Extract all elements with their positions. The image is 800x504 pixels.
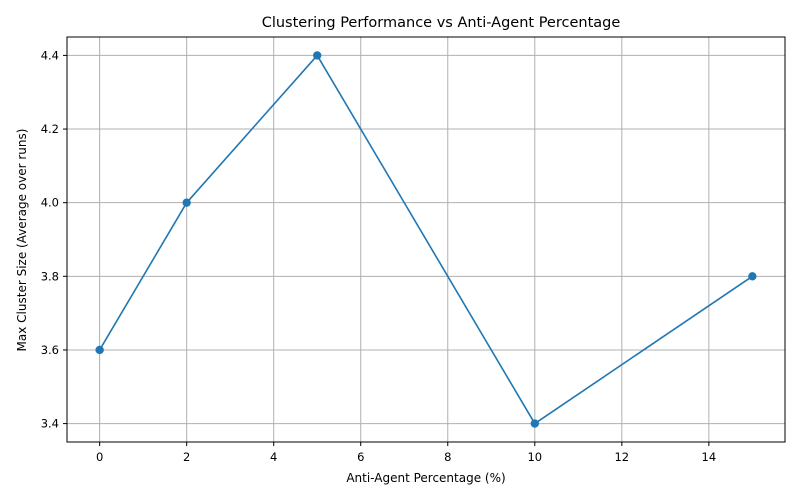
y-tick-label: 3.6 [41,343,59,357]
x-axis-label: Anti-Agent Percentage (%) [346,471,505,485]
x-tick-label: 0 [96,450,103,464]
data-point-marker [313,51,322,60]
chart-title: Clustering Performance vs Anti-Agent Per… [262,15,621,31]
series-line [98,54,753,425]
x-tick-label: 10 [527,450,542,464]
plot-area-frame [66,36,786,443]
data-point-marker [95,345,104,355]
axis-ticks: 0 2 4 6 8 10 12 14 3.4 3.6 3.8 4.0 4.2 4.4 [41,48,716,464]
data-point-marker [748,272,757,281]
y-tick-label: 4.2 [41,122,59,136]
data-point-marker [530,419,539,428]
x-tick-label: 2 [183,450,190,464]
y-tick-label: 4.4 [41,48,59,62]
y-tick-label: 3.4 [41,417,59,431]
y-axis-label: Max Cluster Size (Average over runs) [15,129,29,352]
y-tick-label: 3.8 [41,269,59,283]
x-tick-label: 8 [444,450,451,464]
x-tick-label: 12 [614,450,629,464]
x-tick-label: 4 [270,450,277,464]
x-tick-label: 14 [702,450,717,464]
data-point-marker [182,198,191,207]
data-series [95,51,757,428]
y-tick-label: 4.0 [41,196,59,210]
x-tick-label: 6 [357,450,364,464]
